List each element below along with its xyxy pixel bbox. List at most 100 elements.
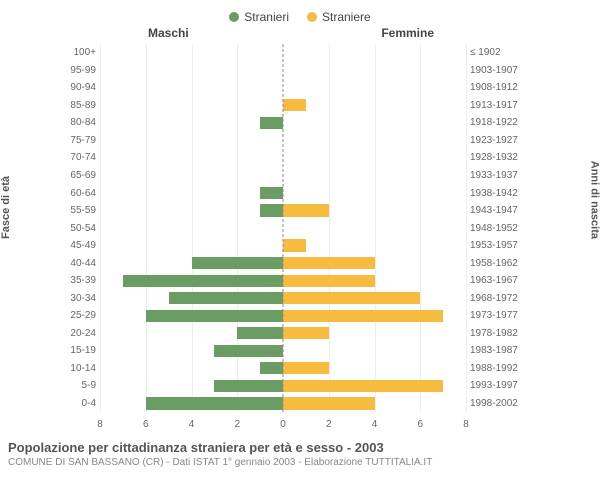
age-label: 5-9 bbox=[58, 377, 100, 395]
age-label: 40-44 bbox=[58, 254, 100, 272]
birth-label: 1933-1937 bbox=[466, 167, 524, 185]
chart-row: 20-24 1978-1982 bbox=[58, 325, 524, 343]
age-label: 20-24 bbox=[58, 325, 100, 343]
birth-label: 1983-1987 bbox=[466, 342, 524, 360]
age-label: 70-74 bbox=[58, 149, 100, 167]
chart-row: 90-941908-1912 bbox=[58, 79, 524, 97]
legend-label-female: Straniere bbox=[322, 10, 371, 24]
legend-item-female: Straniere bbox=[307, 10, 371, 24]
birth-label: 1958-1962 bbox=[466, 254, 524, 272]
bar-male bbox=[260, 204, 283, 216]
female-half bbox=[283, 219, 466, 237]
age-label: 85-89 bbox=[58, 97, 100, 115]
chart-row: 25-29 1973-1977 bbox=[58, 307, 524, 325]
female-half bbox=[283, 97, 466, 115]
male-half bbox=[100, 114, 283, 132]
birth-label: 1998-2002 bbox=[466, 395, 524, 413]
female-half bbox=[283, 237, 466, 255]
age-label: 30-34 bbox=[58, 289, 100, 307]
chart-row: 50-541948-1952 bbox=[58, 219, 524, 237]
chart-row: 35-39 1963-1967 bbox=[58, 272, 524, 290]
chart-row: 85-89 1913-1917 bbox=[58, 97, 524, 115]
bar-male bbox=[237, 327, 283, 339]
age-label: 55-59 bbox=[58, 202, 100, 220]
age-label: 100+ bbox=[58, 44, 100, 62]
birth-label: 1903-1907 bbox=[466, 62, 524, 80]
male-half bbox=[100, 184, 283, 202]
chart-rows: 100+≤ 190295-99 1903-190790-941908-191285… bbox=[58, 44, 524, 412]
chart-row: 60-64 1938-1942 bbox=[58, 184, 524, 202]
birth-label: 1968-1972 bbox=[466, 289, 524, 307]
legend-label-male: Stranieri bbox=[244, 10, 289, 24]
age-label: 60-64 bbox=[58, 184, 100, 202]
male-half bbox=[100, 62, 283, 80]
col-header-male: Maschi bbox=[148, 26, 189, 40]
age-label: 45-49 bbox=[58, 237, 100, 255]
male-half bbox=[100, 44, 283, 62]
chart-row: 30-34 1968-1972 bbox=[58, 289, 524, 307]
plot-area: Fasce di età Anni di nascita 100+≤ 19029… bbox=[8, 44, 592, 434]
male-half bbox=[100, 377, 283, 395]
chart-row: 70-74 1928-1932 bbox=[58, 149, 524, 167]
birth-label: 1963-1967 bbox=[466, 272, 524, 290]
birth-label: 1938-1942 bbox=[466, 184, 524, 202]
bar-female bbox=[283, 362, 329, 374]
legend: Stranieri Straniere bbox=[8, 10, 592, 24]
bar-female bbox=[283, 239, 306, 251]
bar-male bbox=[123, 275, 283, 287]
female-half bbox=[283, 307, 466, 325]
female-half bbox=[283, 254, 466, 272]
female-half bbox=[283, 149, 466, 167]
female-half bbox=[283, 184, 466, 202]
female-half bbox=[283, 79, 466, 97]
male-half bbox=[100, 149, 283, 167]
male-half bbox=[100, 325, 283, 343]
bar-female bbox=[283, 99, 306, 111]
female-half bbox=[283, 44, 466, 62]
male-half bbox=[100, 219, 283, 237]
age-label: 95-99 bbox=[58, 62, 100, 80]
chart-row: 15-191983-1987 bbox=[58, 342, 524, 360]
x-tick: 8 bbox=[97, 419, 103, 430]
legend-swatch-female bbox=[307, 12, 317, 22]
x-tick: 4 bbox=[189, 419, 195, 430]
age-label: 35-39 bbox=[58, 272, 100, 290]
male-half bbox=[100, 254, 283, 272]
age-label: 10-14 bbox=[58, 360, 100, 378]
female-half bbox=[283, 132, 466, 150]
female-half bbox=[283, 62, 466, 80]
x-tick: 8 bbox=[463, 419, 469, 430]
birth-label: 1908-1912 bbox=[466, 79, 524, 97]
birth-label: 1918-1922 bbox=[466, 114, 524, 132]
birth-label: 1913-1917 bbox=[466, 97, 524, 115]
male-half bbox=[100, 395, 283, 413]
birth-label: 1973-1977 bbox=[466, 307, 524, 325]
x-tick: 4 bbox=[372, 419, 378, 430]
birth-label: 1988-1992 bbox=[466, 360, 524, 378]
birth-label: 1928-1932 bbox=[466, 149, 524, 167]
bar-male bbox=[169, 292, 283, 304]
birth-label: 1978-1982 bbox=[466, 325, 524, 343]
male-half bbox=[100, 342, 283, 360]
chart-row: 55-591943-1947 bbox=[58, 202, 524, 220]
chart-subtitle: COMUNE DI SAN BASSANO (CR) - Dati ISTAT … bbox=[8, 457, 592, 468]
chart-row: 45-49 1953-1957 bbox=[58, 237, 524, 255]
bar-male bbox=[214, 345, 283, 357]
male-half bbox=[100, 289, 283, 307]
male-half bbox=[100, 97, 283, 115]
y-axis-right-title: Anni di nascita bbox=[588, 161, 600, 239]
female-half bbox=[283, 272, 466, 290]
chart-row: 65-691933-1937 bbox=[58, 167, 524, 185]
female-half bbox=[283, 325, 466, 343]
birth-label: 1953-1957 bbox=[466, 237, 524, 255]
female-half bbox=[283, 114, 466, 132]
chart-footer: Popolazione per cittadinanza straniera p… bbox=[8, 440, 592, 468]
age-label: 25-29 bbox=[58, 307, 100, 325]
chart-row: 75-791923-1927 bbox=[58, 132, 524, 150]
chart-row: 5-91993-1997 bbox=[58, 377, 524, 395]
female-half bbox=[283, 167, 466, 185]
female-half bbox=[283, 360, 466, 378]
male-half bbox=[100, 79, 283, 97]
chart-row: 100+≤ 1902 bbox=[58, 44, 524, 62]
x-axis-ticks: 864202468 bbox=[100, 414, 466, 434]
